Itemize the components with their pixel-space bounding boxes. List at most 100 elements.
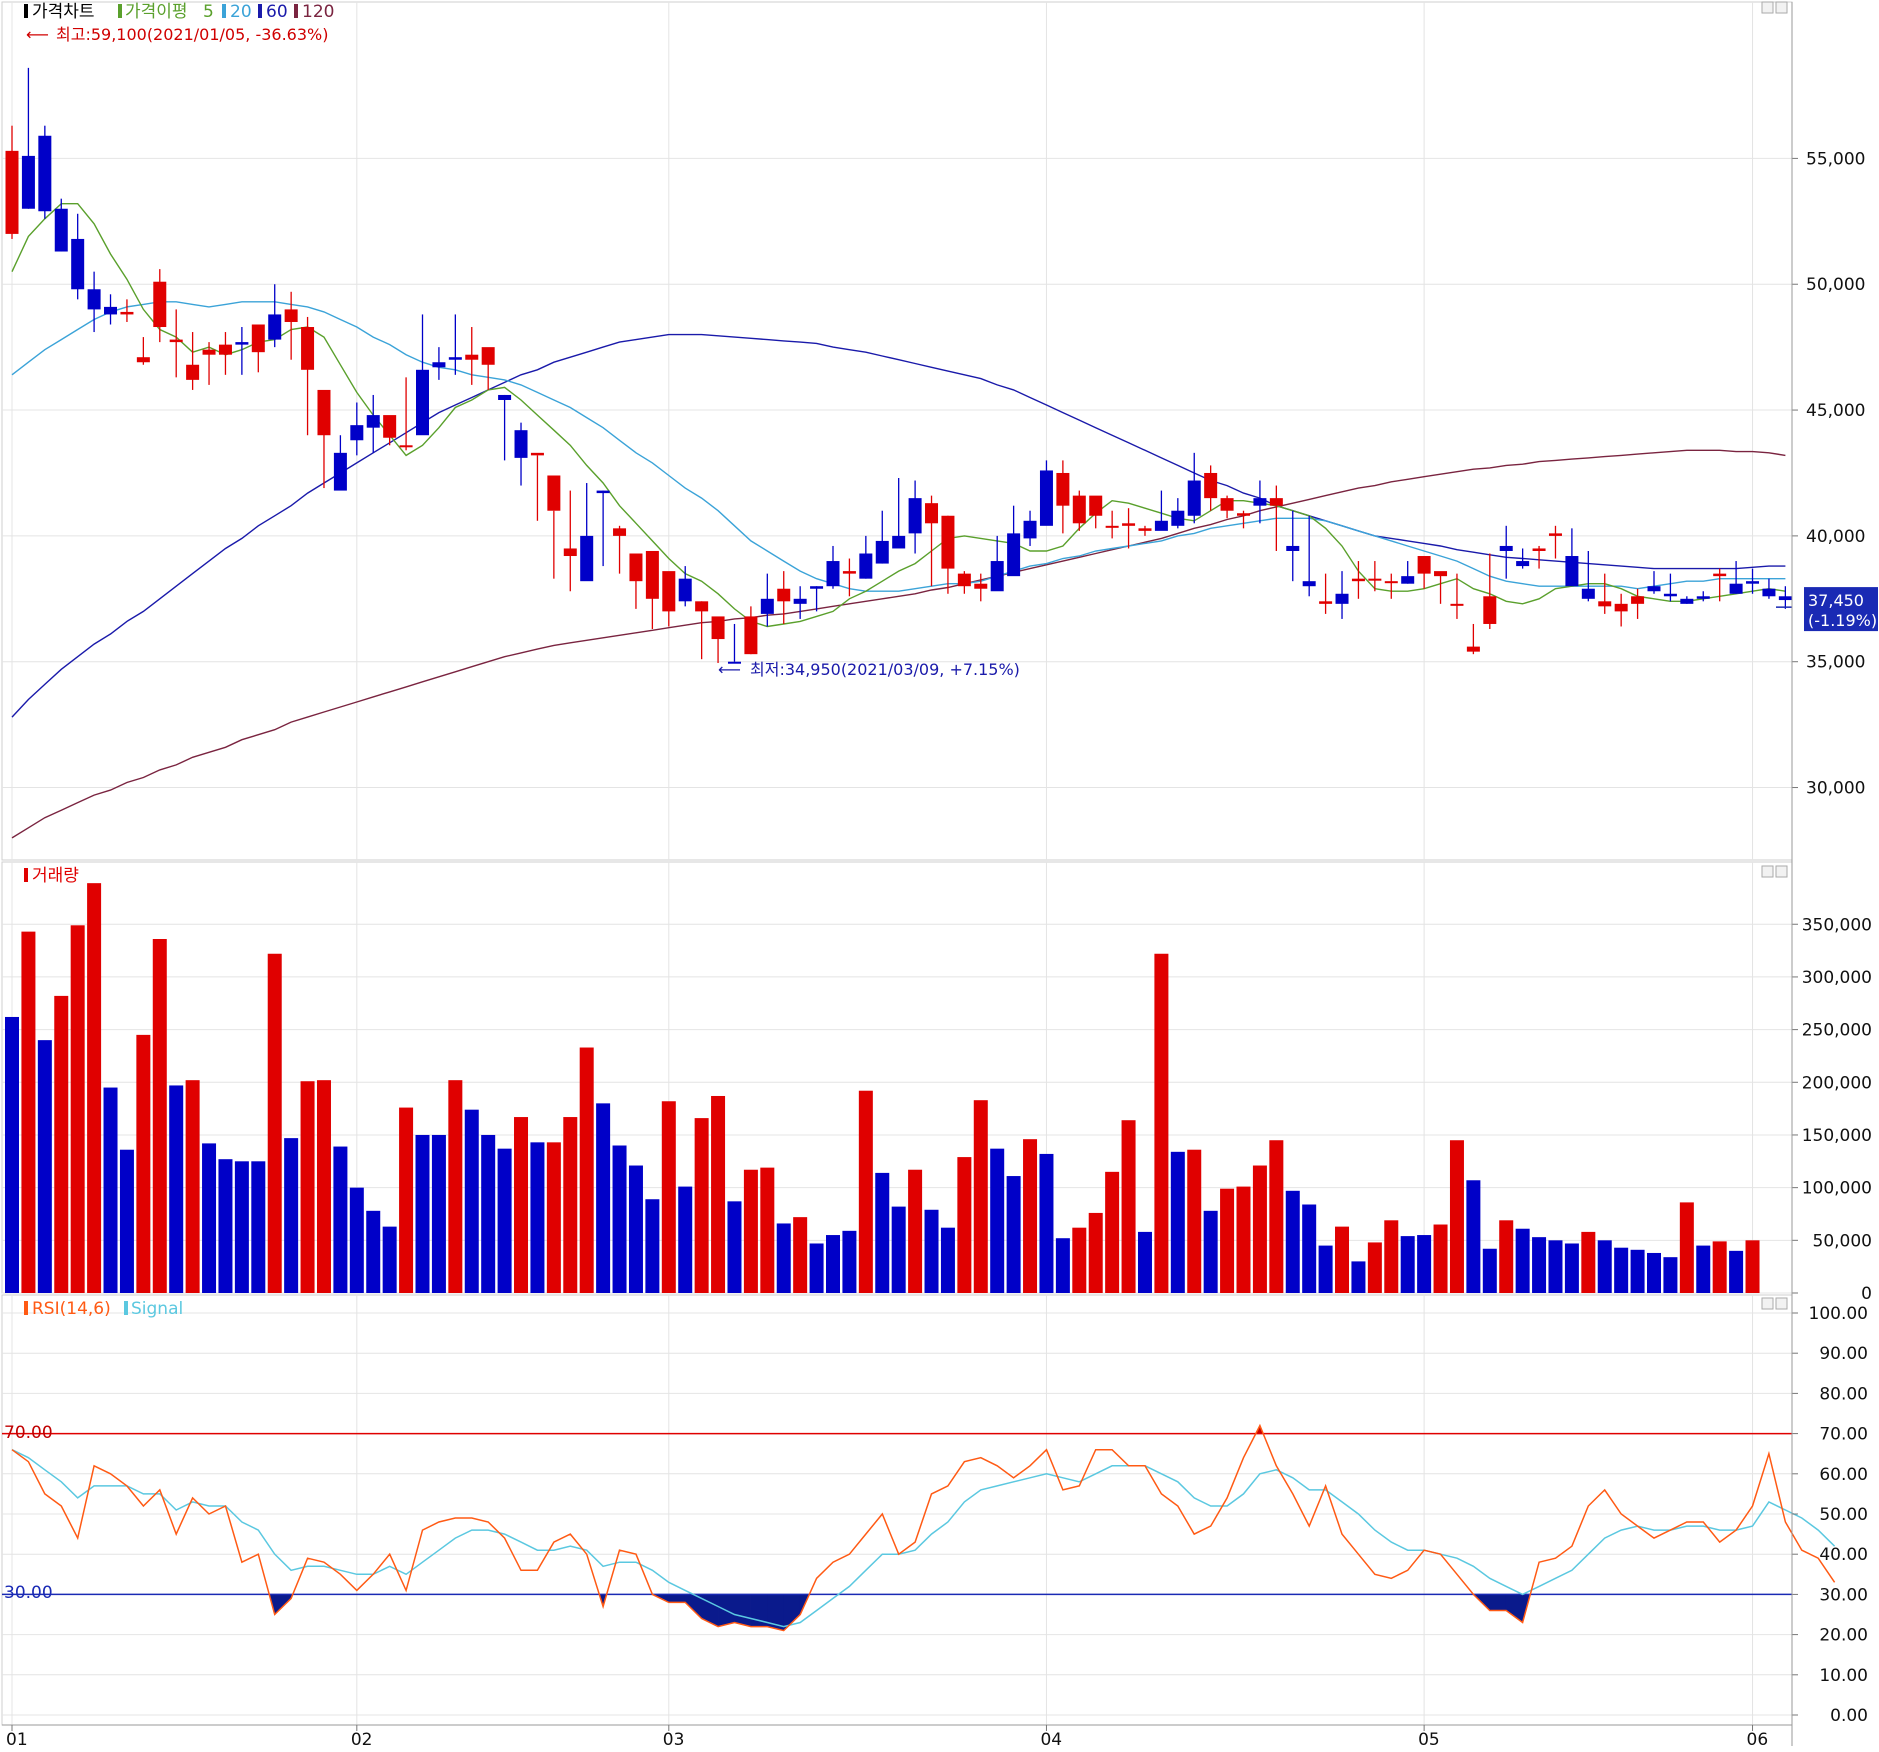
rsi-tick-label: 60.00 [1819, 1465, 1868, 1485]
legend-ma120: 120 [302, 2, 334, 22]
legend-volume-swatch [24, 868, 28, 882]
candle-body [875, 540, 889, 564]
candle [1302, 515, 1316, 597]
volume-panel-controls[interactable] [1761, 865, 1788, 878]
candle-body [1434, 571, 1448, 577]
candle-body [1138, 528, 1152, 531]
rsi-tick-label: 80.00 [1819, 1384, 1868, 1404]
candle-body [1565, 556, 1579, 587]
candle-body [777, 588, 791, 602]
candle-body [990, 561, 1004, 592]
candle-body [481, 347, 495, 365]
candle [1368, 561, 1382, 592]
low-annotation: 최저:34,950(2021/03/09, +7.15%) [750, 660, 1020, 679]
volume-y-axis: 350,000 300,000 250,000 200,000 150,000 100,0… [1792, 915, 1872, 1304]
candle-body [399, 445, 413, 448]
rsi-line [11, 1423, 1836, 1632]
volume-bar [990, 1148, 1005, 1293]
candle-body [1007, 533, 1021, 577]
rsi-tick-label: 20.00 [1819, 1626, 1868, 1646]
volume-bar [826, 1235, 840, 1293]
volume-bar [760, 1167, 775, 1293]
candle [1581, 550, 1595, 602]
candle-body [793, 598, 807, 604]
volume-bar [1269, 1140, 1284, 1293]
candle [104, 294, 118, 325]
volume-bar [1548, 1240, 1563, 1293]
candle [1122, 508, 1136, 549]
volume-bar [1055, 1238, 1070, 1293]
candle-body [826, 561, 840, 587]
legend-ma5: 5 [203, 2, 214, 22]
candle [1532, 545, 1546, 569]
candle-body [1089, 495, 1103, 516]
candle [38, 125, 52, 219]
volume-legend: 거래량 [24, 866, 79, 886]
candle [1319, 573, 1333, 614]
candle [859, 535, 873, 579]
volume-bar [1170, 1151, 1185, 1293]
candle-body [1614, 603, 1628, 612]
candle [1089, 495, 1103, 529]
volume-bar [908, 1169, 923, 1293]
candle-body [842, 571, 856, 574]
upper-level-label: 70.00 [4, 1423, 53, 1443]
close-icon[interactable] [1775, 1, 1788, 14]
candle [1746, 568, 1760, 594]
volume-bar [1614, 1247, 1629, 1293]
candle-body [1105, 525, 1119, 528]
candle-body [1483, 596, 1497, 624]
candle-body [498, 394, 512, 400]
candle [1548, 525, 1562, 559]
volume-bar [234, 1161, 249, 1293]
price-legend: 가격차트 가격이평 5 20 60 120 [24, 2, 334, 22]
candle-body [1598, 601, 1612, 607]
minimize-icon[interactable] [1761, 865, 1774, 878]
price-panel-controls[interactable] [1761, 1, 1788, 14]
candle-body [136, 357, 150, 363]
rsi-tick-label: 30.00 [1819, 1585, 1868, 1605]
legend-ma120-swatch [294, 4, 298, 18]
candle-body [104, 306, 118, 315]
candle [399, 377, 413, 451]
candle [1171, 498, 1185, 529]
candle [613, 525, 627, 574]
minimize-icon[interactable] [1761, 1297, 1774, 1310]
candle [465, 327, 479, 385]
candle-body [727, 661, 741, 664]
close-icon[interactable] [1775, 1297, 1788, 1310]
rsi-tick-label: 70.00 [1819, 1425, 1868, 1445]
candle-body [1187, 480, 1201, 516]
candle-body [301, 327, 315, 370]
candle-body [448, 357, 462, 360]
volume-bar [579, 1047, 594, 1293]
close-icon[interactable] [1775, 865, 1788, 878]
volume-bar [875, 1172, 890, 1293]
rsi-panel-controls[interactable] [1761, 1297, 1788, 1310]
candle [842, 558, 856, 597]
candle [1023, 510, 1037, 546]
candle-body [1499, 545, 1513, 551]
volume-bar [5, 1016, 19, 1293]
current-price-badge: 37,450 (-1.19%) [1776, 587, 1878, 632]
rsi-oversold-fill [668, 1594, 686, 1603]
candle-body [251, 324, 265, 353]
volume-bar [366, 1210, 381, 1293]
candle-body [645, 550, 659, 599]
volume-bar [1039, 1153, 1054, 1293]
volume-bar [349, 1187, 364, 1293]
volume-bar [1367, 1242, 1382, 1293]
x-tick-label: 04 [1040, 1730, 1062, 1748]
rsi-y-axis: 100.00 90.00 80.00 70.00 60.00 50.00 40.00 30.0… [1792, 1304, 1868, 1726]
candle [1154, 490, 1168, 531]
minimize-icon[interactable] [1761, 1, 1774, 14]
volume-bar [1417, 1235, 1432, 1293]
candle [563, 490, 577, 592]
candle [136, 337, 150, 365]
volume-bar [1006, 1176, 1021, 1293]
volume-bar [136, 1034, 151, 1293]
volume-bar [1630, 1249, 1645, 1293]
volume-bar [1663, 1257, 1678, 1293]
candle-body [317, 389, 331, 436]
volume-bar [464, 1109, 479, 1293]
